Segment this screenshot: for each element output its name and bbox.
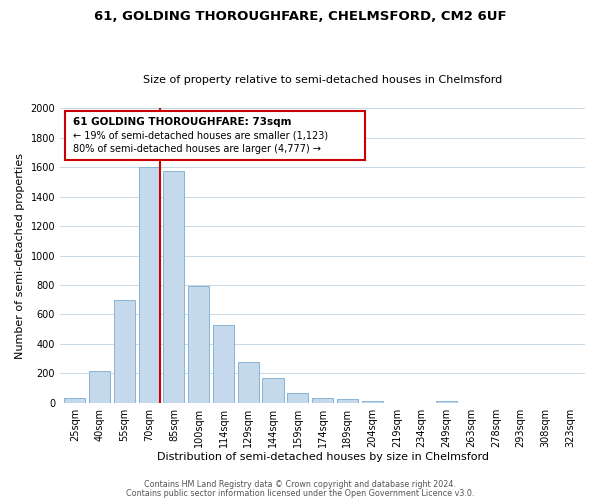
Bar [287, 393, 308, 402]
Bar [238, 362, 259, 403]
Text: 80% of semi-detached houses are larger (4,777) →: 80% of semi-detached houses are larger (… [73, 144, 321, 154]
Bar [312, 398, 333, 402]
Y-axis label: Number of semi-detached properties: Number of semi-detached properties [15, 152, 25, 358]
Bar [114, 300, 135, 403]
Text: 61, GOLDING THOROUGHFARE, CHELMSFORD, CM2 6UF: 61, GOLDING THOROUGHFARE, CHELMSFORD, CM… [94, 10, 506, 23]
Bar [139, 168, 160, 402]
Bar [64, 398, 85, 402]
Title: Size of property relative to semi-detached houses in Chelmsford: Size of property relative to semi-detach… [143, 76, 502, 86]
Bar [89, 371, 110, 402]
Text: Contains public sector information licensed under the Open Government Licence v3: Contains public sector information licen… [126, 488, 474, 498]
X-axis label: Distribution of semi-detached houses by size in Chelmsford: Distribution of semi-detached houses by … [157, 452, 488, 462]
Bar [188, 286, 209, 403]
Bar [65, 112, 365, 160]
Bar [262, 378, 284, 402]
Bar [436, 401, 457, 402]
Text: ← 19% of semi-detached houses are smaller (1,123): ← 19% of semi-detached houses are smalle… [73, 130, 328, 140]
Text: Contains HM Land Registry data © Crown copyright and database right 2024.: Contains HM Land Registry data © Crown c… [144, 480, 456, 489]
Bar [213, 324, 234, 402]
Bar [337, 400, 358, 402]
Bar [362, 400, 383, 402]
Text: 61 GOLDING THOROUGHFARE: 73sqm: 61 GOLDING THOROUGHFARE: 73sqm [73, 116, 292, 126]
Bar [163, 171, 184, 402]
